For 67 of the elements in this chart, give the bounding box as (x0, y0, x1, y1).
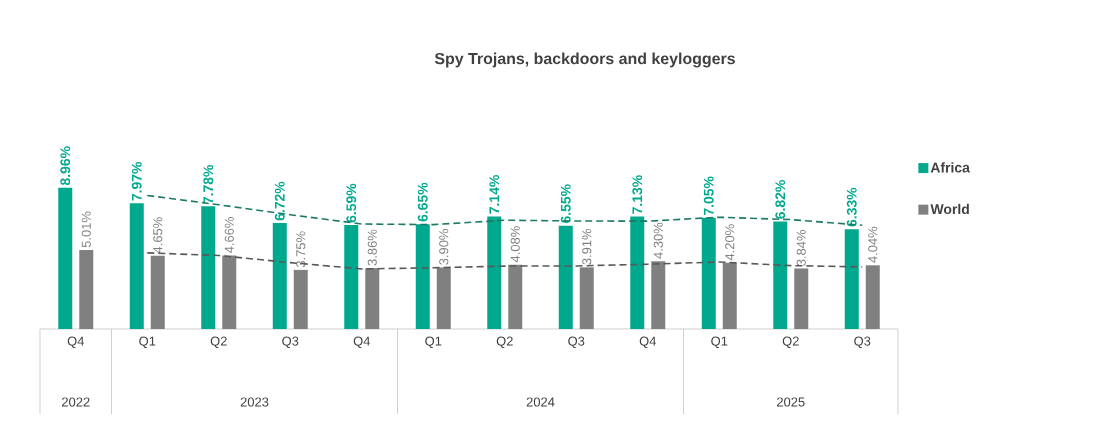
data-label: 5.01% (81, 211, 91, 248)
text: 2022 (62, 397, 90, 407)
bar (844, 229, 859, 329)
x-tick-label: Q2 (782, 336, 799, 348)
legend-label: Africa (930, 162, 970, 173)
bar (630, 216, 645, 329)
data-label: 3.84% (796, 229, 806, 266)
text: 2023 (240, 397, 269, 407)
bar (293, 269, 308, 329)
bar (201, 206, 216, 329)
bar (436, 267, 451, 329)
x-tick-label: Q1 (711, 336, 728, 348)
data-label: 6.65% (417, 182, 428, 222)
data-label: 4.65% (153, 217, 163, 254)
data-label: 6.33% (846, 187, 857, 227)
x-tick-label: Q3 (568, 336, 585, 348)
bar (508, 264, 523, 329)
chart-title: Spy Trojans, backdoors and keyloggers (434, 52, 735, 68)
data-label: 4.66% (224, 217, 234, 254)
data-label: 6.59% (346, 183, 357, 223)
data-label: 3.86% (367, 229, 377, 266)
data-label: 3.90% (439, 229, 449, 265)
data-label: 7.13% (632, 175, 643, 214)
bar (365, 268, 380, 329)
bar (651, 261, 666, 329)
data-label: 7.78% (203, 164, 214, 204)
bar (129, 203, 144, 329)
bar (794, 268, 809, 329)
bar (701, 217, 716, 329)
bar (58, 187, 73, 329)
x-tick-label: Q4 (639, 336, 657, 348)
bar (773, 221, 788, 329)
data-label: 4.04% (868, 226, 878, 263)
bar (222, 255, 237, 329)
data-label: 6.72% (274, 181, 285, 221)
data-label: 3.91% (582, 228, 592, 265)
bar (487, 216, 502, 329)
data-label: 8.96% (60, 146, 71, 186)
bar (865, 265, 880, 329)
bar (579, 267, 594, 329)
x-tick-label: Q3 (854, 336, 871, 348)
bar (415, 224, 430, 329)
data-label: 3.75% (296, 231, 306, 268)
data-label: 7.14% (489, 175, 500, 214)
x-tick-label: Q4 (67, 336, 85, 348)
data-label: 6.82% (775, 180, 786, 219)
x-tick-label: Q2 (496, 336, 513, 348)
data-label: 7.05% (703, 176, 714, 216)
bar (722, 262, 737, 329)
bar (558, 225, 573, 329)
bar (344, 225, 359, 329)
data-label: 7.97% (131, 161, 142, 201)
x-tick-label: Q3 (282, 336, 299, 348)
legend-label: World (930, 203, 969, 215)
bar (79, 250, 94, 329)
x-tick-label: Q2 (210, 336, 227, 348)
bar (150, 255, 165, 329)
text: 2024 (526, 397, 555, 407)
data-label: 4.30% (653, 222, 663, 259)
data-label: 4.08% (510, 226, 520, 263)
x-tick-label: Q4 (353, 336, 371, 348)
data-label: 6.55% (560, 184, 571, 224)
bar (272, 223, 287, 329)
data-label: 4.20% (725, 224, 735, 261)
text: 2025 (777, 397, 805, 407)
x-tick-label: Q1 (139, 336, 156, 348)
x-tick-label: Q1 (425, 336, 442, 348)
